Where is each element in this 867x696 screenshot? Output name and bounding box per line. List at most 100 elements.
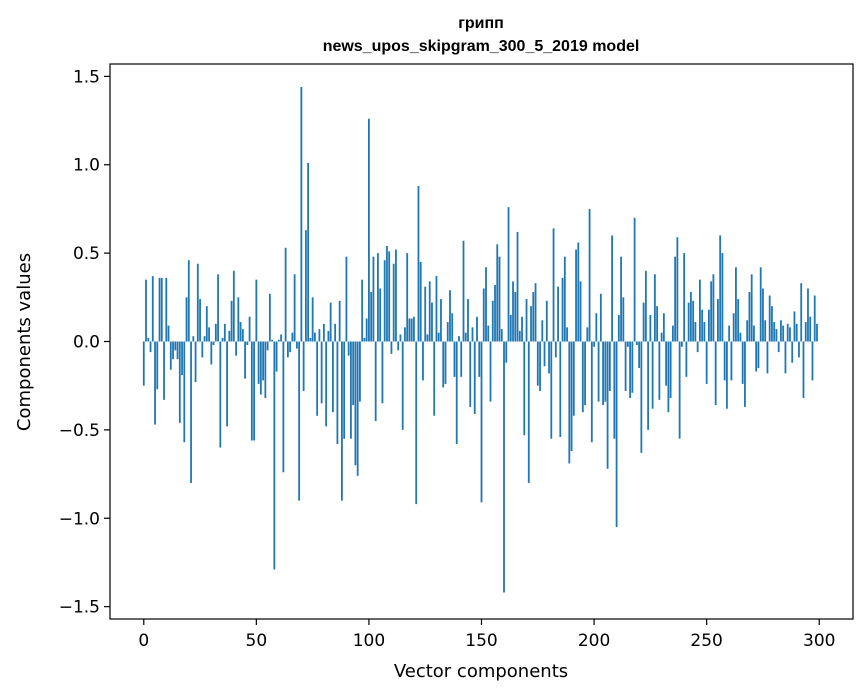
bar-192 — [575, 249, 577, 342]
bar-127 — [428, 281, 431, 342]
bar-247 — [699, 279, 701, 342]
bar-266 — [741, 341, 744, 384]
bar-259 — [726, 341, 728, 409]
bar-282 — [777, 341, 780, 353]
bar-219 — [635, 341, 638, 346]
bar-32 — [214, 323, 217, 342]
bar-178 — [543, 341, 546, 367]
bar-163 — [509, 314, 512, 342]
bar-223 — [644, 270, 647, 342]
bar-263 — [735, 267, 737, 342]
bar-59 — [275, 341, 278, 372]
bar-252 — [710, 281, 713, 342]
bar-38 — [228, 330, 231, 342]
bar-78 — [318, 329, 321, 342]
bar-128 — [431, 302, 433, 342]
bar-105 — [379, 288, 382, 342]
bar-239 — [680, 341, 683, 347]
bar-260 — [728, 325, 731, 342]
bar-173 — [532, 292, 535, 342]
bar-250 — [705, 341, 708, 384]
bar-19 — [185, 297, 188, 342]
bar-16 — [178, 341, 181, 423]
bar-84 — [332, 341, 334, 413]
bar-184 — [557, 286, 559, 342]
bar-234 — [669, 341, 672, 399]
bar-29 — [208, 327, 210, 342]
bar-172 — [530, 306, 532, 342]
bar-13 — [172, 341, 174, 360]
bar-261 — [730, 341, 733, 381]
bar-148 — [476, 316, 478, 342]
bar-286 — [786, 323, 789, 342]
bar-117 — [406, 253, 409, 342]
bar-149 — [478, 341, 481, 377]
bar-23 — [194, 341, 197, 383]
bar-193 — [577, 242, 580, 342]
bar-235 — [671, 325, 674, 342]
x-tick-label: 150 — [465, 631, 497, 651]
bar-262 — [732, 313, 735, 342]
bar-159 — [500, 329, 503, 342]
chart-subtitle: news_upos_skipgram_300_5_2019 model — [323, 38, 640, 55]
bar-281 — [775, 329, 778, 342]
bar-177 — [541, 320, 544, 342]
bar-181 — [550, 341, 553, 439]
bar-42 — [237, 297, 240, 342]
bar-100 — [368, 118, 370, 342]
bar-249 — [703, 322, 706, 342]
bar-62 — [282, 341, 285, 473]
bar-244 — [692, 300, 695, 342]
bar-132 — [440, 299, 442, 342]
bar-267 — [744, 341, 746, 407]
bar-69 — [298, 341, 301, 501]
bar-126 — [426, 334, 429, 342]
bar-245 — [694, 322, 697, 342]
bar-221 — [640, 341, 643, 453]
chart-title: грипп — [458, 15, 504, 32]
bar-111 — [392, 263, 395, 342]
bar-268 — [746, 320, 749, 342]
bar-253 — [712, 274, 715, 342]
bar-285 — [784, 341, 787, 374]
bar-188 — [566, 327, 568, 342]
bar-63 — [284, 247, 287, 342]
bar-156 — [494, 284, 496, 342]
bar-201 — [595, 313, 598, 342]
bar-233 — [667, 341, 670, 413]
bar-218 — [633, 217, 636, 342]
bar-165 — [514, 292, 517, 342]
bar-91 — [347, 341, 350, 356]
bar-170 — [525, 299, 528, 342]
bar-113 — [397, 341, 400, 351]
bar-273 — [757, 341, 760, 369]
bar-231 — [662, 313, 665, 342]
bar-208 — [611, 235, 613, 342]
bar-226 — [651, 341, 654, 409]
bar-215 — [626, 341, 629, 347]
bar-236 — [674, 256, 677, 342]
bar-15 — [176, 341, 179, 360]
bar-229 — [658, 341, 661, 400]
bar-175 — [536, 341, 539, 386]
bar-154 — [489, 341, 492, 402]
bar-5 — [154, 341, 156, 425]
bar-26 — [201, 341, 204, 358]
bar-75 — [311, 297, 314, 342]
bar-246 — [696, 341, 699, 353]
bar-275 — [762, 288, 764, 342]
bar-151 — [482, 288, 485, 342]
bar-39 — [230, 300, 233, 342]
bar-48 — [250, 341, 253, 441]
bar-207 — [608, 341, 611, 391]
bar-120 — [413, 316, 415, 342]
bar-109 — [388, 251, 391, 342]
bar-280 — [773, 322, 776, 342]
bar-94 — [354, 341, 357, 466]
bar-190 — [570, 341, 573, 452]
bar-115 — [401, 341, 404, 430]
bar-73 — [307, 162, 310, 342]
bar-214 — [624, 341, 627, 391]
bar-6 — [156, 341, 159, 390]
